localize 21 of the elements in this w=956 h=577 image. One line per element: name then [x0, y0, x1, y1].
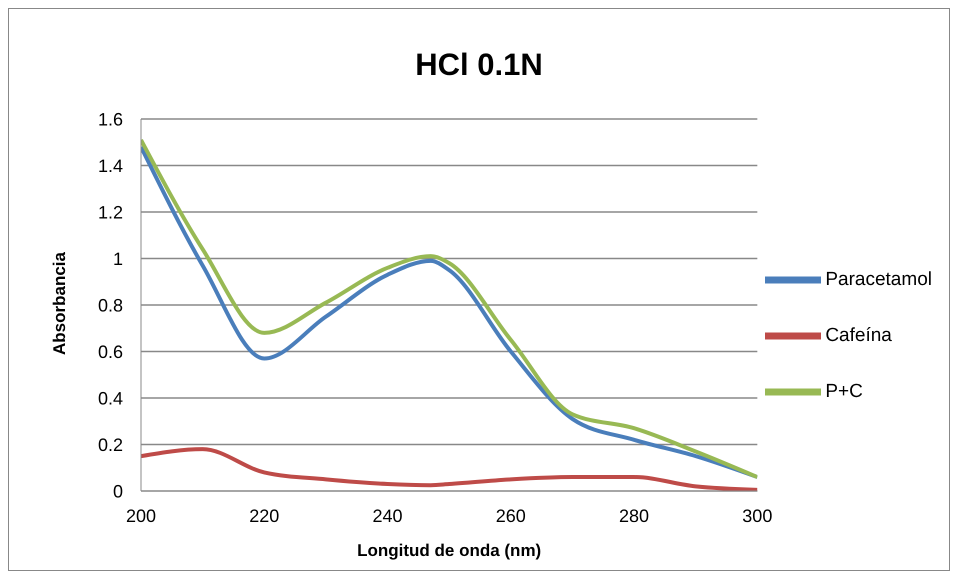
y-tick-label: 1.2	[98, 202, 123, 222]
y-tick-label: 0.8	[98, 295, 123, 316]
y-tick-label: 1.6	[98, 109, 123, 130]
x-tick-label: 220	[249, 506, 280, 526]
legend-label: Cafeína	[825, 325, 892, 346]
y-tick-label: 0.2	[98, 434, 123, 455]
y-tick-label: 0.4	[98, 388, 123, 408]
y-tick-label: 0.6	[98, 342, 123, 362]
x-tick-label: 240	[372, 506, 403, 526]
y-tick-label: 0	[112, 481, 123, 502]
x-tick-label: 260	[496, 506, 526, 526]
x-tick-label: 300	[742, 506, 772, 526]
y-tick-label: 1.4	[98, 156, 123, 176]
legend-label: Paracetamol	[825, 269, 932, 290]
x-axis-title: Longitud de onda (nm)	[357, 541, 542, 560]
x-tick-label: 280	[619, 506, 650, 526]
x-tick-label: 200	[126, 506, 156, 526]
chart-title: HCl 0.1N	[414, 47, 544, 83]
y-tick-label: 1	[112, 248, 123, 269]
y-axis-title: Absorbancia	[50, 251, 70, 355]
legend-label: P+C	[825, 381, 863, 402]
